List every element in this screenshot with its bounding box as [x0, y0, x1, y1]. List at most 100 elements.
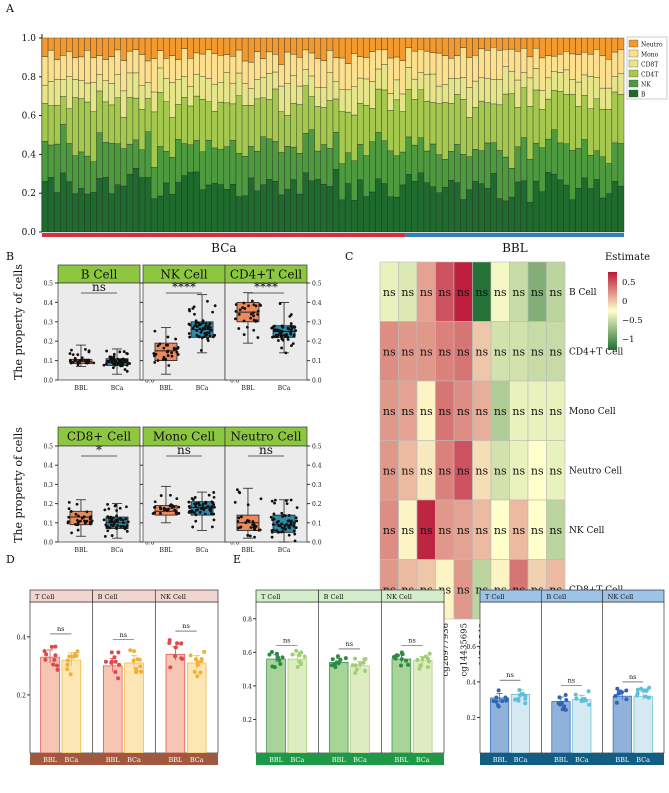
a-bar-segment	[599, 197, 606, 233]
b-point	[119, 359, 123, 363]
b-point	[70, 348, 73, 352]
a-bar-segment	[575, 188, 582, 233]
a-bar-segment	[241, 83, 249, 106]
data-point	[49, 644, 54, 649]
data-point	[329, 663, 334, 668]
b-point	[69, 509, 73, 513]
a-bar-segment	[496, 104, 503, 151]
data-point	[198, 670, 203, 675]
b-point	[67, 515, 71, 519]
data-point	[138, 664, 143, 669]
a-bar-segment	[593, 37, 600, 50]
data-point	[400, 652, 405, 657]
a-bar-segment	[144, 37, 152, 62]
b-point	[246, 533, 250, 537]
a-bar-segment	[411, 144, 419, 182]
b-point	[153, 329, 157, 333]
a-bar-segment	[375, 49, 382, 70]
data-point	[332, 663, 337, 668]
a-bar-segment	[605, 87, 613, 110]
a-bar-segment	[520, 72, 528, 89]
a-bar-segment	[66, 143, 73, 182]
a-bar-segment	[96, 37, 103, 56]
c-cell-label: ns	[420, 524, 433, 537]
a-bar-segment	[254, 37, 261, 52]
data-point	[55, 667, 60, 672]
a-bar-segment	[526, 56, 534, 79]
a-bar-segment	[393, 155, 400, 198]
a-bar-segment	[53, 79, 61, 106]
b-point	[278, 524, 282, 528]
c-legend-title: Estimate	[605, 252, 650, 263]
a-bar-segment	[284, 37, 291, 53]
footer-strip	[256, 753, 444, 765]
b-panel-title: Mono Cell	[153, 430, 215, 444]
b-point	[177, 511, 181, 515]
b-point	[252, 318, 256, 322]
a-bar-segment	[611, 181, 619, 233]
a-bar-segment	[490, 37, 497, 48]
b-point	[172, 505, 176, 509]
a-bar-segment	[484, 77, 491, 103]
b-panel-title: Neutro Cell	[231, 430, 302, 444]
a-bar-segment	[247, 88, 255, 106]
a-bar-segment	[466, 189, 473, 233]
data-point	[398, 663, 403, 668]
b-point	[187, 332, 191, 335]
b-point	[293, 521, 296, 525]
b-point	[289, 498, 293, 502]
a-bar-segment	[551, 55, 558, 72]
b-point	[195, 325, 199, 328]
a-bar-segment	[102, 59, 109, 81]
a-bar-segment	[290, 53, 297, 76]
data-point	[503, 695, 508, 700]
b-point	[247, 519, 251, 523]
facet-title: B Cell	[546, 593, 566, 601]
sig-label: ns	[283, 637, 291, 645]
data-point	[199, 656, 204, 661]
a-bar-segment	[217, 55, 225, 83]
c-cell-label: ns	[512, 405, 525, 418]
a-bar-segment	[278, 111, 285, 153]
a-bar-segment	[138, 37, 146, 55]
c-cell-label: ns	[494, 405, 507, 418]
a-bar-segment	[66, 181, 73, 233]
b-point	[167, 364, 171, 367]
a-bar-segment	[411, 50, 419, 80]
a-bar-segment	[357, 56, 364, 79]
b-point	[170, 506, 174, 510]
a-bar-segment	[429, 52, 437, 75]
c-legend-bar	[608, 272, 617, 350]
a-bar-segment	[120, 117, 128, 149]
a-bar-segment	[363, 78, 370, 106]
a-bar-segment	[108, 83, 115, 106]
b-point	[208, 328, 212, 332]
data-point	[517, 688, 522, 693]
a-bar-segment	[72, 193, 79, 233]
b-point	[111, 366, 115, 370]
b-point	[290, 344, 293, 348]
a-bar-segment	[108, 37, 115, 57]
data-point	[278, 662, 283, 667]
a-bar-segment	[369, 81, 376, 109]
a-bar-segment	[53, 143, 61, 193]
b-point	[241, 306, 244, 310]
a-bar-segment	[575, 54, 582, 83]
a-bar-segment	[314, 58, 322, 88]
b-point	[294, 329, 298, 333]
c-legend-tick: −0.5	[622, 316, 643, 326]
a-bar-segment	[72, 155, 79, 194]
a-bar-segment	[223, 146, 231, 190]
a-bar-segment	[181, 37, 188, 49]
b-point	[237, 327, 241, 330]
b-point	[92, 361, 96, 365]
y-tick-label: 0.4	[242, 683, 252, 690]
a-bar-segment	[144, 60, 152, 83]
b-point	[191, 326, 195, 330]
b-point	[203, 512, 207, 516]
a-bar-segment	[96, 90, 103, 133]
data-point	[614, 700, 619, 705]
a-bar-segment	[169, 117, 176, 158]
b-point	[103, 508, 107, 512]
